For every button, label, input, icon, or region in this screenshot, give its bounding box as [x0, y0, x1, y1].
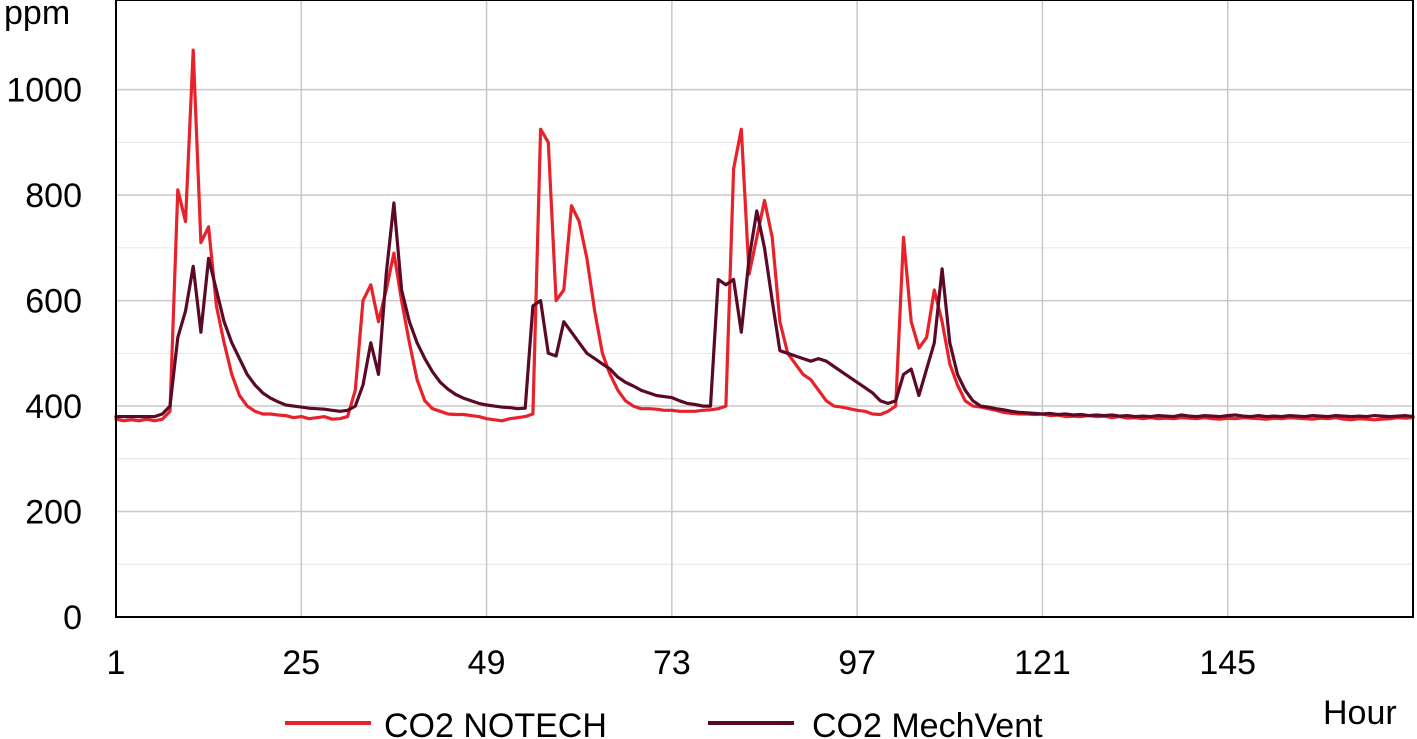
legend-label-1: CO2 NOTECH: [384, 707, 607, 739]
series-line-1: [114, 48, 1415, 423]
x-tick-label: 97: [838, 644, 876, 682]
y-tick-label: 0: [63, 599, 82, 637]
x-tick-label: 49: [468, 644, 506, 682]
x-tick-label: 25: [282, 644, 320, 682]
y-tick-label: 200: [25, 494, 82, 532]
y-axis-ticks: 0 200 400 600 800 1000: [6, 72, 82, 637]
y-tick-label: 400: [25, 388, 82, 426]
x-tick-label: 1: [107, 644, 126, 682]
plot-area-frame: [115, 0, 1414, 618]
x-axis-ticks: 1 25 49 73 97 121 145: [107, 644, 1257, 682]
y-tick-label: 800: [25, 177, 82, 215]
y-tick-label: 600: [25, 283, 82, 321]
legend-label-2: CO2 MechVent: [812, 707, 1043, 739]
y-tick-label: 1000: [6, 72, 82, 110]
x-axis-unit-label: Hour: [1323, 694, 1397, 732]
x-tick-label: 121: [1014, 644, 1071, 682]
x-tick-label: 73: [653, 644, 691, 682]
y-axis-unit-label: ppm: [4, 0, 70, 32]
grid: [116, 0, 1413, 618]
series-lines: [114, 48, 1415, 423]
x-tick-label: 145: [1199, 644, 1256, 682]
legend: CO2 NOTECH CO2 MechVent: [285, 707, 1043, 739]
series-line-2: [114, 201, 1415, 419]
